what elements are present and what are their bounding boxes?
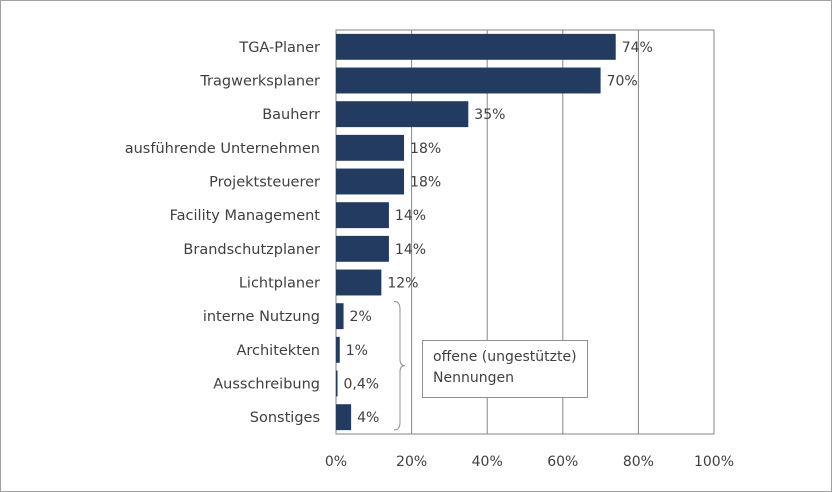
annotation-brace (393, 300, 406, 431)
value-label: 18% (410, 141, 441, 157)
category-label: Bauherr (262, 107, 320, 123)
value-label: 0,4% (344, 377, 380, 393)
category-label: Projektsteuerer (209, 175, 320, 191)
value-label: 35% (474, 107, 505, 123)
category-label: Brandschutzplaner (183, 242, 320, 258)
value-label: 1% (346, 343, 368, 359)
category-label: Architekten (236, 343, 320, 359)
bar (336, 168, 405, 195)
bar (336, 33, 616, 60)
x-tick-label: 100% (694, 454, 734, 470)
annotation-line-1: offene (ungestützte) (433, 349, 577, 365)
bar (336, 404, 352, 431)
x-tick-label: 0% (325, 454, 347, 470)
bar (336, 303, 344, 330)
bar (336, 370, 338, 397)
category-label: Sonstiges (250, 410, 320, 426)
bar (336, 202, 389, 229)
bars (336, 33, 616, 431)
bar (336, 67, 601, 94)
bar (336, 269, 382, 296)
bar (336, 235, 389, 262)
category-labels: TGA-Planer Tragwerksplaner Bauherr ausführe… (125, 40, 321, 426)
bar (336, 101, 469, 128)
x-tick-labels: 0% 20% 40% 60% 80% 100% (325, 454, 734, 470)
value-label: 14% (395, 208, 426, 224)
category-label: interne Nutzung (203, 309, 320, 325)
x-tick-label: 40% (472, 454, 503, 470)
category-label: Tragwerksplaner (199, 74, 320, 90)
annotation-line-2: Nennungen (433, 370, 514, 386)
value-label: 4% (357, 410, 379, 426)
value-label: 2% (350, 309, 372, 325)
bar (336, 134, 405, 161)
x-tick-label: 80% (623, 454, 654, 470)
annotation-box: offene (ungestützte) Nennungen (422, 340, 588, 398)
x-tick-label: 20% (396, 454, 427, 470)
bar (336, 336, 340, 363)
value-label: 70% (607, 74, 638, 90)
value-label: 14% (395, 242, 426, 258)
category-label: TGA-Planer (238, 40, 320, 56)
value-label: 74% (622, 40, 653, 56)
category-label: Lichtplaner (239, 276, 320, 292)
x-tick-label: 60% (547, 454, 578, 470)
value-labels: 74% 70% 35% 18% 18% 14% 14% 12% 2% 1% 0,4% 4% (344, 40, 653, 426)
value-label: 18% (410, 175, 441, 191)
category-label: Facility Management (170, 208, 321, 224)
value-label: 12% (387, 276, 418, 292)
category-label: ausführende Unternehmen (125, 141, 320, 157)
category-label: Ausschreibung (213, 377, 320, 393)
